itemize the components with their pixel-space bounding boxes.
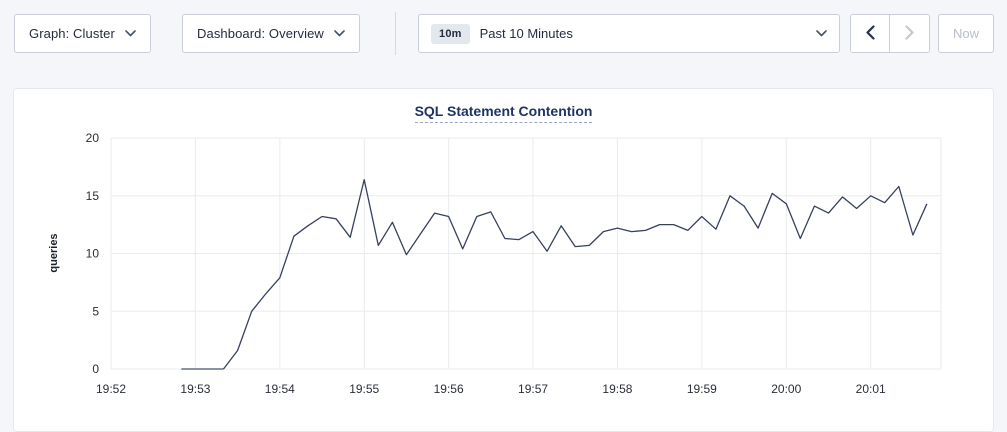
chevron-left-icon (865, 24, 875, 43)
chevron-down-icon (334, 30, 345, 37)
x-tick-label: 19:56 (434, 382, 464, 396)
now-button[interactable]: Now (938, 14, 994, 53)
dashboard-dropdown[interactable]: Dashboard: Overview (182, 14, 360, 53)
series-line (222, 178, 928, 370)
x-tick-label: 19:59 (687, 382, 717, 396)
chevron-down-icon (125, 30, 136, 37)
y-tick-label: 10 (86, 247, 100, 261)
x-tick-label: 19:57 (518, 382, 548, 396)
x-tick-label: 19:53 (180, 382, 210, 396)
time-shift-button-group (850, 14, 930, 53)
time-range-label: Past 10 Minutes (479, 26, 573, 41)
y-tick-label: 15 (86, 189, 100, 203)
x-tick-label: 19:58 (602, 382, 632, 396)
x-tick-label: 20:00 (771, 382, 801, 396)
chevron-down-icon (816, 30, 827, 37)
dashboard-label: Dashboard: Overview (197, 26, 324, 41)
graph-scope-label: Graph: Cluster (29, 26, 115, 41)
graph-scope-dropdown[interactable]: Graph: Cluster (14, 14, 151, 53)
next-range-button[interactable] (890, 15, 929, 52)
prev-range-button[interactable] (851, 15, 890, 52)
x-tick-label: 19:55 (349, 382, 379, 396)
y-tick-label: 5 (92, 304, 99, 318)
now-button-label: Now (952, 26, 979, 41)
x-tick-label: 19:54 (265, 382, 295, 396)
sql-statement-contention-chart: 0 5 10 15 20 19:52 19:53 19:54 19:55 19:56 19:57 19… (48, 131, 942, 396)
y-axis-label: queries (48, 233, 60, 272)
chevron-right-icon (905, 24, 914, 43)
y-tick-label: 20 (86, 131, 100, 145)
toolbar-divider (395, 12, 396, 55)
chart-title[interactable]: SQL Statement Contention (414, 103, 593, 123)
x-tick-label: 19:52 (96, 382, 126, 396)
time-range-selector[interactable]: 10m Past 10 Minutes (418, 14, 840, 53)
x-tick-label: 20:01 (856, 382, 886, 396)
chart-card: SQL Statement Contention 0 5 10 15 20 19:52 19… (13, 88, 994, 432)
y-tick-label: 0 (92, 362, 99, 376)
time-range-badge: 10m (431, 23, 470, 44)
